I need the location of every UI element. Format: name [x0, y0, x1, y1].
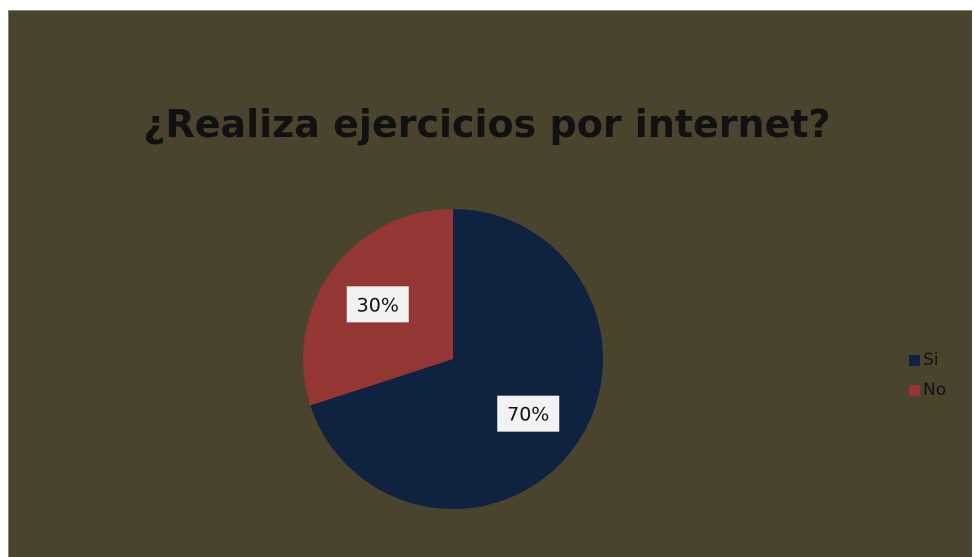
legend-swatch-no — [909, 384, 920, 396]
data-label-text: 30% — [357, 294, 399, 316]
data-label-si: 70% — [497, 395, 560, 432]
legend-swatch-si — [909, 354, 920, 366]
data-label-text: 70% — [507, 404, 549, 426]
data-label-no: 30% — [346, 286, 409, 323]
legend-label-si: Si — [923, 350, 939, 370]
pie-slices — [303, 209, 603, 509]
chart-title: ¿Realiza ejercicios por internet? — [143, 102, 831, 146]
pie-data-labels: 70% 30% — [346, 286, 560, 432]
pie-slice-si — [310, 209, 603, 509]
legend-item-si: Si — [909, 350, 946, 370]
data-label-box — [497, 395, 560, 432]
data-label-box — [346, 286, 409, 323]
legend-item-no: No — [909, 380, 946, 400]
legend: Si No — [909, 350, 946, 410]
legend-label-no: No — [923, 380, 947, 400]
